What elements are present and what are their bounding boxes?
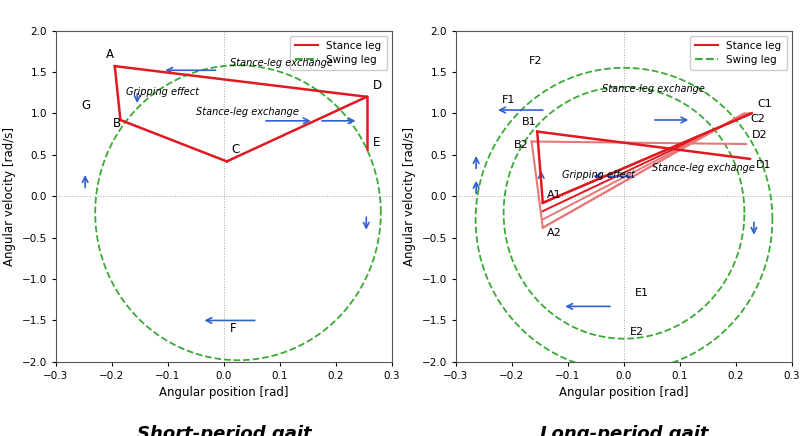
Text: G: G <box>82 99 90 112</box>
Text: C2: C2 <box>750 114 765 124</box>
Text: Stance-leg exchange: Stance-leg exchange <box>230 58 333 68</box>
Text: A2: A2 <box>547 228 562 238</box>
Text: E: E <box>372 136 380 149</box>
Text: C: C <box>231 143 239 157</box>
Y-axis label: Angular velocity [rad/s]: Angular velocity [rad/s] <box>403 127 416 266</box>
Text: Short-period gait: Short-period gait <box>137 425 311 436</box>
Legend: Stance leg, Swing leg: Stance leg, Swing leg <box>290 36 386 70</box>
Text: B1: B1 <box>522 117 536 127</box>
X-axis label: Angular position [rad]: Angular position [rad] <box>159 386 289 399</box>
Text: Stance-leg exchange: Stance-leg exchange <box>602 84 705 94</box>
Text: Long-period gait: Long-period gait <box>540 425 708 436</box>
Text: F1: F1 <box>502 95 515 105</box>
Text: D2: D2 <box>752 130 767 140</box>
Legend: Stance leg, Swing leg: Stance leg, Swing leg <box>690 36 786 70</box>
Text: C1: C1 <box>758 99 772 109</box>
Text: A: A <box>106 48 114 61</box>
Text: A1: A1 <box>547 190 562 200</box>
Text: B: B <box>113 117 121 130</box>
Text: E2: E2 <box>630 327 644 337</box>
Text: Gripping effect: Gripping effect <box>126 87 199 97</box>
Text: Stance-leg exchange: Stance-leg exchange <box>652 164 755 174</box>
Text: B2: B2 <box>514 140 529 150</box>
Text: E1: E1 <box>635 288 650 298</box>
X-axis label: Angular position [rad]: Angular position [rad] <box>559 386 689 399</box>
Text: Gripping effect: Gripping effect <box>562 170 635 180</box>
Text: F: F <box>230 322 236 335</box>
Text: F2: F2 <box>529 56 542 66</box>
Text: D1: D1 <box>755 160 771 170</box>
Text: D: D <box>372 79 382 92</box>
Y-axis label: Angular velocity [rad/s]: Angular velocity [rad/s] <box>3 127 16 266</box>
Text: Stance-leg exchange: Stance-leg exchange <box>196 107 299 117</box>
